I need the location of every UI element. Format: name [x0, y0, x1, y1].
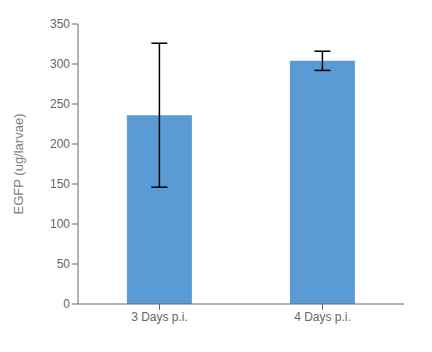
- svg-text:3 Days p.i.: 3 Days p.i.: [131, 310, 188, 324]
- svg-text:100: 100: [50, 217, 70, 231]
- svg-text:50: 50: [57, 257, 71, 271]
- svg-text:EGFP (ug/larvae): EGFP (ug/larvae): [11, 114, 26, 215]
- svg-text:300: 300: [50, 57, 70, 71]
- svg-text:0: 0: [63, 297, 70, 311]
- svg-text:200: 200: [50, 137, 70, 151]
- svg-text:350: 350: [50, 17, 70, 31]
- svg-text:4 Days p.i.: 4 Days p.i.: [294, 310, 351, 324]
- svg-text:150: 150: [50, 177, 70, 191]
- svg-text:250: 250: [50, 97, 70, 111]
